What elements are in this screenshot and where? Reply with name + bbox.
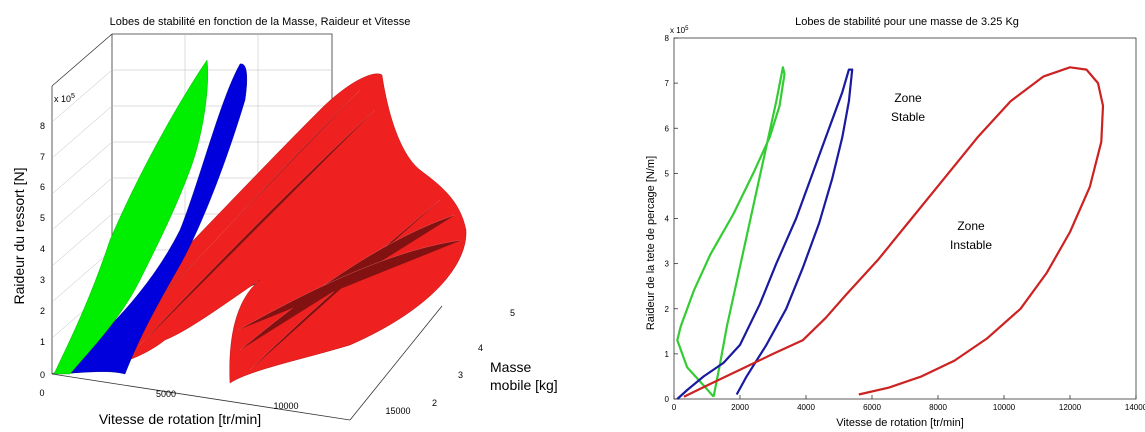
z-tick: 4 <box>40 244 45 254</box>
y-tick-label: 4 <box>665 215 670 224</box>
z-tick: 8 <box>40 121 45 131</box>
chart-3d-surface-red <box>59 73 467 384</box>
y-tick: 4 <box>478 343 483 353</box>
chart-3d-surface-blue <box>55 63 248 375</box>
x-tick: 15000 <box>385 406 410 416</box>
chart-3d-surface-green <box>53 59 209 375</box>
x-tick-label: 4000 <box>797 403 815 412</box>
chart-3d-y-ticks: 2 3 4 5 <box>432 308 515 408</box>
chart-3d-title: Lobes de stabilité en fonction de la Mas… <box>110 16 411 28</box>
z-tick: 2 <box>40 306 45 316</box>
y-tick-label: 6 <box>665 124 670 133</box>
y-tick-label: 1 <box>665 350 670 359</box>
series-green-lobe <box>676 66 786 398</box>
x-tick-label: 10000 <box>993 403 1016 412</box>
y-tick-label: 8 <box>665 34 670 43</box>
chart-2d-series <box>676 66 1105 400</box>
y-tick-label: 2 <box>665 305 670 314</box>
z-tick: 6 <box>40 182 45 192</box>
x-tick-label: 14000 <box>1125 403 1145 412</box>
x-tick-label: 6000 <box>863 403 881 412</box>
annotation-stable: Stable <box>891 110 925 124</box>
chart-3d-ylabel-line2: mobile [kg] <box>490 377 558 393</box>
y-tick: 3 <box>458 370 463 380</box>
z-tick: 3 <box>40 275 45 285</box>
z-tick: 5 <box>40 213 45 223</box>
chart-3d-z-ticks: 8 7 6 5 4 3 2 1 0 <box>40 121 45 380</box>
annotation-stable: Zone <box>894 91 922 105</box>
x-tick-label: 0 <box>672 403 677 412</box>
chart-2d-xlabel: Vitesse de rotation [tr/min] <box>836 417 964 429</box>
series-red-lobe <box>683 66 1105 398</box>
chart-3d: Lobes de stabilité en fonction de la Mas… <box>11 16 558 427</box>
z-tick: 1 <box>40 337 45 347</box>
z-tick: 0 <box>40 370 45 380</box>
x-tick: 0 <box>39 388 44 398</box>
chart-2d-annotations: Zone Stable Zone Instable <box>891 91 992 252</box>
x-tick-label: 12000 <box>1059 403 1082 412</box>
chart-2d-ylabel: Raideur de la tete de percage [N/m] <box>645 156 657 330</box>
x-tick-label: 2000 <box>731 403 749 412</box>
chart-2d: Lobes de stabilité pour une masse de 3.2… <box>645 16 1145 429</box>
chart-2d-x-ticks: 0 2000 4000 6000 8000 10000 12000 14000 <box>672 395 1145 412</box>
chart-3d-xlabel: Vitesse de rotation [tr/min] <box>99 411 261 427</box>
chart-2d-y-exponent: x 105 <box>670 26 689 35</box>
series-blue-lobe <box>676 68 854 400</box>
y-tick-label: 5 <box>665 169 670 178</box>
x-tick: 10000 <box>273 401 298 411</box>
x-tick-label: 8000 <box>929 403 947 412</box>
y-tick-label: 3 <box>665 260 670 269</box>
y-tick: 5 <box>510 308 515 318</box>
chart-3d-z-exponent: x 105 <box>54 93 75 104</box>
chart-3d-axes <box>51 305 443 421</box>
y-tick: 2 <box>432 398 437 408</box>
annotation-unstable: Zone <box>957 219 985 233</box>
chart-3d-ylabel-line1: Masse <box>490 359 531 375</box>
x-tick: 5000 <box>156 389 176 399</box>
y-tick-label: 0 <box>665 395 670 404</box>
chart-3d-surface-red-lines <box>99 89 463 371</box>
chart-2d-y-ticks: 0 1 2 3 4 5 6 7 8 <box>665 34 678 404</box>
annotation-unstable: Instable <box>950 238 992 252</box>
chart-3d-x-ticks: 0 5000 10000 15000 <box>39 388 410 416</box>
chart-3d-zlabel: Raideur du ressort [N] <box>11 168 27 305</box>
z-tick: 7 <box>40 152 45 162</box>
chart-2d-title: Lobes de stabilité pour une masse de 3.2… <box>795 16 1019 28</box>
y-tick-label: 7 <box>665 79 670 88</box>
